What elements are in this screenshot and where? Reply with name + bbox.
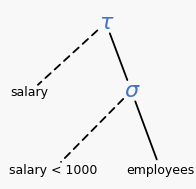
Text: employees: employees (127, 164, 195, 177)
Text: σ: σ (124, 81, 138, 101)
Text: τ: τ (99, 13, 113, 33)
Text: salary < 1000: salary < 1000 (9, 164, 97, 177)
Text: salary: salary (10, 86, 48, 99)
